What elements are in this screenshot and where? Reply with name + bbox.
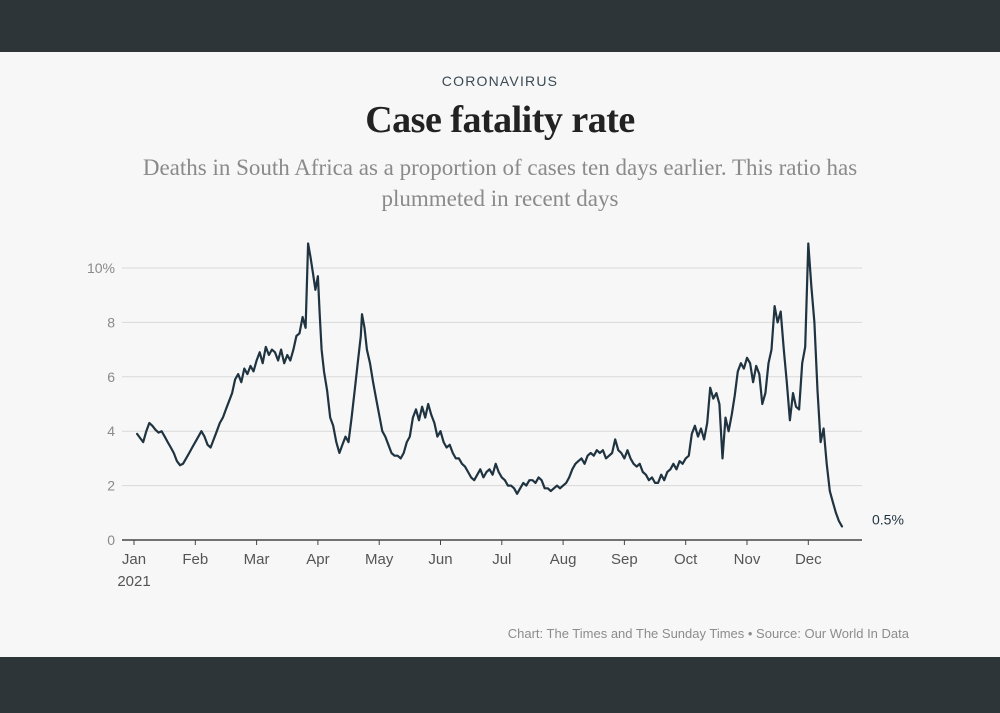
bottom-frame <box>0 657 1000 713</box>
gridlines <box>122 267 862 541</box>
y-tick-label: 4 <box>107 423 115 439</box>
top-frame <box>0 0 1000 52</box>
x-tick-label: May <box>365 551 394 568</box>
x-axis: Jan 2021 Feb Mar Apr May Jun Jul Aug Sep Oct Nov Dec <box>117 540 822 590</box>
y-tick-label: 10% <box>87 260 115 276</box>
end-value-label: 0.5% <box>872 511 904 527</box>
chart-title: Case fatality rate <box>365 99 635 141</box>
x-tick-label: Apr <box>306 551 329 568</box>
y-tick-label: 2 <box>107 478 115 494</box>
source-credit: Chart: The Times and The Sunday Times • … <box>507 626 909 641</box>
y-tick-label: 6 <box>107 369 115 385</box>
chart-card: CORONAVIRUS Case fatality rate Deaths in… <box>0 52 1000 657</box>
x-tick-label: Jul <box>492 551 511 568</box>
y-tick-label: 8 <box>107 314 115 330</box>
series-line-case-fatality <box>136 242 844 528</box>
kicker: CORONAVIRUS <box>441 73 559 89</box>
x-tick-label: Mar <box>244 551 270 568</box>
x-tick-label: Jun <box>428 551 452 568</box>
line-chart: 0 2 4 6 8 10% Jan 2021 Feb Mar Apr May Jun Jul Aug Sep… <box>87 242 904 590</box>
x-tick-label: Aug <box>550 551 577 568</box>
x-tick-label: Oct <box>674 551 698 568</box>
x-tick-year-label: 2021 <box>117 573 150 590</box>
x-tick-label: Sep <box>611 551 638 568</box>
y-axis: 0 2 4 6 8 10% <box>87 260 115 548</box>
chart-subtitle: Deaths in South Africa as a proportion o… <box>142 155 858 211</box>
y-tick-label: 0 <box>107 532 115 548</box>
x-tick-label: Nov <box>734 551 761 568</box>
x-tick-label: Jan <box>122 551 146 568</box>
x-tick-label: Feb <box>182 551 208 568</box>
x-tick-label: Dec <box>795 551 822 568</box>
